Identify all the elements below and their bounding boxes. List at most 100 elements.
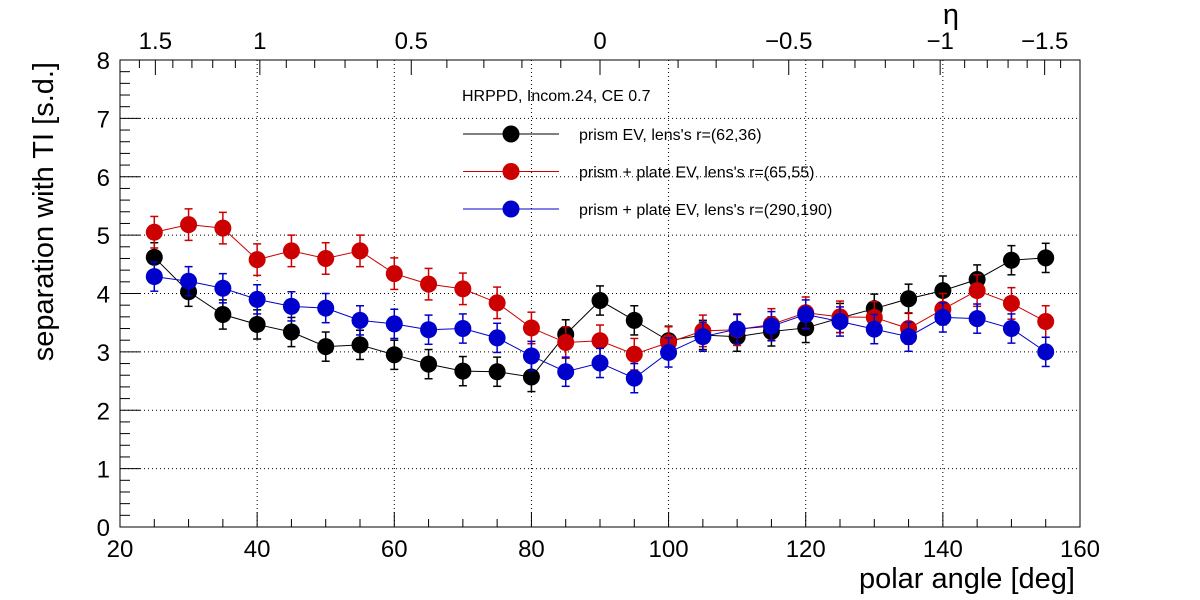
x-tick-label: 160 bbox=[1060, 536, 1100, 563]
data-point bbox=[454, 362, 472, 380]
legend-marker bbox=[502, 200, 520, 218]
data-point bbox=[248, 315, 266, 333]
axis-ticks bbox=[119, 59, 1081, 528]
x-tick-label: 20 bbox=[107, 536, 134, 563]
data-point bbox=[900, 290, 918, 308]
data-point bbox=[420, 321, 438, 339]
legend-label: prism + plate EV, lens's r=(290,190) bbox=[579, 202, 832, 219]
legend-entry: prism EV, lens's r=(62,36) bbox=[463, 125, 762, 144]
data-point bbox=[282, 297, 300, 315]
y-tick-label: 0 bbox=[97, 515, 110, 542]
y-tick-label: 2 bbox=[97, 398, 110, 425]
data-point bbox=[660, 343, 678, 361]
y-tick-label: 6 bbox=[97, 165, 110, 192]
data-point bbox=[1002, 294, 1020, 312]
data-point bbox=[1002, 320, 1020, 338]
data-point bbox=[454, 320, 472, 338]
data-point bbox=[625, 345, 643, 363]
y-tick-label: 8 bbox=[97, 48, 110, 75]
data-point bbox=[694, 328, 712, 346]
data-point bbox=[1002, 251, 1020, 269]
data-point bbox=[214, 219, 232, 237]
y-tick-label: 3 bbox=[97, 340, 110, 367]
data-point bbox=[385, 265, 403, 283]
data-point bbox=[317, 249, 335, 267]
data-point bbox=[488, 329, 506, 347]
series-2 bbox=[145, 261, 1055, 394]
data-point bbox=[420, 355, 438, 373]
y-tick-label: 4 bbox=[97, 282, 110, 309]
data-point bbox=[317, 338, 335, 356]
data-point bbox=[557, 363, 575, 381]
data-point bbox=[968, 282, 986, 300]
x-tick-labels: 20 40 60 80 100 120 140 160 bbox=[107, 536, 1100, 563]
data-point bbox=[762, 317, 780, 335]
legend-label: prism + plate EV, lens's r=(65,55) bbox=[579, 165, 814, 182]
data-point bbox=[728, 320, 746, 338]
data-point bbox=[522, 368, 540, 386]
data-point bbox=[145, 223, 163, 241]
data-point bbox=[385, 315, 403, 333]
y-tick-label: 7 bbox=[97, 106, 110, 133]
legend: HRPPD, Incom.24, CE 0.7 prism EV, lens's… bbox=[462, 88, 832, 219]
data-point bbox=[797, 306, 815, 324]
top-axis-label: η bbox=[943, 0, 959, 31]
data-point bbox=[145, 268, 163, 286]
data-point bbox=[351, 311, 369, 329]
data-point bbox=[625, 311, 643, 329]
legend-entry: prism + plate EV, lens's r=(290,190) bbox=[463, 200, 832, 219]
top-tick-label: 1.5 bbox=[139, 28, 172, 55]
data-point bbox=[248, 251, 266, 269]
data-point bbox=[900, 328, 918, 346]
y-tick-label: 1 bbox=[97, 457, 110, 484]
data-point bbox=[351, 336, 369, 354]
legend-entry: prism + plate EV, lens's r=(65,55) bbox=[463, 163, 814, 182]
data-point bbox=[865, 320, 883, 338]
data-point bbox=[1037, 249, 1055, 267]
data-point bbox=[248, 290, 266, 308]
x-tick-label: 100 bbox=[649, 536, 689, 563]
data-point bbox=[351, 242, 369, 260]
data-point bbox=[214, 306, 232, 324]
data-point bbox=[522, 347, 540, 365]
x-tick-label: 40 bbox=[244, 536, 271, 563]
data-point bbox=[831, 313, 849, 331]
x-tick-label: 120 bbox=[786, 536, 826, 563]
data-point bbox=[591, 292, 609, 310]
data-point bbox=[557, 334, 575, 352]
top-tick-label: 1 bbox=[253, 28, 266, 55]
series-layer bbox=[145, 208, 1055, 394]
legend-marker bbox=[502, 163, 520, 180]
data-point bbox=[214, 279, 232, 297]
data-point bbox=[625, 369, 643, 387]
x-tick-label: 80 bbox=[518, 536, 545, 563]
data-point bbox=[317, 299, 335, 317]
data-point bbox=[591, 354, 609, 372]
data-point bbox=[968, 310, 986, 328]
plot-frame bbox=[119, 59, 1081, 528]
data-point bbox=[180, 272, 198, 290]
x-tick-label: 140 bbox=[923, 536, 963, 563]
data-point bbox=[1037, 313, 1055, 331]
data-point bbox=[522, 319, 540, 337]
data-point bbox=[488, 363, 506, 381]
data-point bbox=[1037, 343, 1055, 361]
data-point bbox=[591, 332, 609, 350]
top-axis-tick-labels: 1.5 1 0.5 0 −0.5 −1 −1.5 bbox=[139, 28, 1069, 55]
data-point bbox=[282, 323, 300, 341]
legend-header: HRPPD, Incom.24, CE 0.7 bbox=[462, 88, 651, 105]
y-tick-label: 5 bbox=[97, 223, 110, 250]
top-tick-label: 0.5 bbox=[395, 28, 428, 55]
data-point bbox=[385, 346, 403, 364]
top-tick-label: 0 bbox=[593, 28, 606, 55]
top-tick-label: −1.5 bbox=[1021, 28, 1068, 55]
data-point bbox=[488, 294, 506, 312]
data-point bbox=[454, 280, 472, 298]
data-point bbox=[420, 275, 438, 293]
x-axis-label: polar angle [deg] bbox=[859, 563, 1075, 595]
top-tick-label: −0.5 bbox=[765, 28, 812, 55]
data-point bbox=[282, 242, 300, 260]
legend-marker bbox=[502, 125, 520, 143]
y-tick-labels: 0 1 2 3 4 5 6 7 8 bbox=[97, 48, 110, 542]
